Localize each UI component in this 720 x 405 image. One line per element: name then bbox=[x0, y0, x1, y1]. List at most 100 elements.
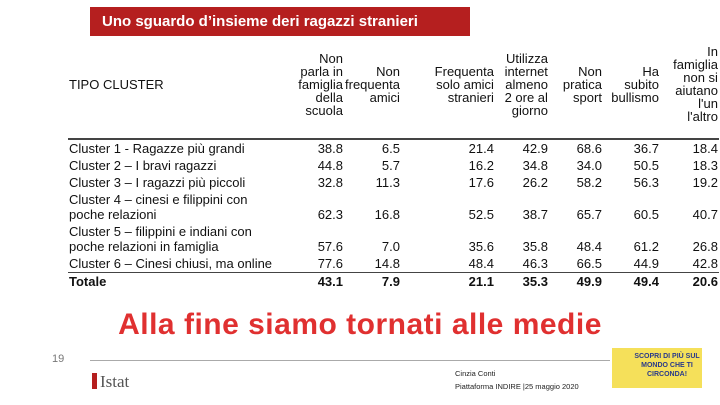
page-number: 19 bbox=[52, 353, 65, 365]
table-cell: 26.8 bbox=[692, 239, 718, 254]
column-header: In famiglia non si aiutano l'un l'altro bbox=[659, 30, 719, 140]
table-cell: 57.6 bbox=[317, 239, 343, 254]
header-line: sport bbox=[573, 89, 602, 105]
column-header: Non parla in famiglia della scuola bbox=[288, 30, 344, 140]
headline: Alla fine siamo tornati alle medie bbox=[118, 308, 602, 341]
rule bbox=[90, 360, 610, 361]
table-cell: 17.6 bbox=[468, 175, 494, 190]
table-cell: 46.3 bbox=[522, 256, 548, 271]
table-cell: 52.5 bbox=[468, 207, 494, 222]
table-cell: 11.3 bbox=[375, 175, 400, 190]
table-cell: 49.4 bbox=[602, 272, 660, 290]
event: Piattaforma INDIRE |25 maggio 2020 bbox=[455, 382, 579, 391]
table-cell: Totale bbox=[68, 272, 288, 290]
table-cell: 34.0 bbox=[576, 158, 602, 173]
table-cell: 38.8 bbox=[317, 141, 343, 156]
header-line: internet bbox=[504, 63, 548, 79]
column-header: TIPO CLUSTER bbox=[68, 30, 288, 140]
table-cell: 42.9 bbox=[522, 141, 548, 156]
badge: SCOPRI DI PIÙ SUL MONDO CHE TI CIRCONDA! bbox=[612, 348, 702, 388]
header-line: subito bbox=[624, 76, 659, 92]
header-line: almeno bbox=[505, 76, 548, 92]
table-cell: 48.4 bbox=[468, 256, 494, 271]
table-row: Cluster 5 – filippini e indiani con poch… bbox=[68, 223, 719, 255]
header-line: della bbox=[315, 89, 343, 105]
table-cell: 35.3 bbox=[494, 272, 549, 290]
table-cell: 34.8 bbox=[522, 158, 548, 173]
column-header: Frequenta solo amici stranieri bbox=[400, 30, 495, 140]
header-line: Non bbox=[376, 63, 400, 79]
table-cell: 14.8 bbox=[374, 256, 400, 271]
header-line: TIPO CLUSTER bbox=[69, 76, 164, 92]
table-row: Cluster 3 – I ragazzi più piccoli 32.8 11.… bbox=[68, 174, 719, 191]
header-line: Ha bbox=[642, 63, 659, 79]
table-cell: 68.6 bbox=[576, 141, 602, 156]
header-line: amici bbox=[369, 89, 400, 105]
table-cell: 16.2 bbox=[468, 158, 494, 173]
table-cell: Cluster 2 – I bravi ragazzi bbox=[69, 158, 217, 173]
table-cell: 77.6 bbox=[317, 256, 343, 271]
table-cell: 44.8 bbox=[317, 158, 343, 173]
table-row: Totale 43.1 7.9 21.1 35.3 49.9 49.4 20.6 bbox=[68, 272, 719, 290]
table-cell: 19.2 bbox=[692, 175, 718, 190]
column-header: Non pratica sport bbox=[548, 30, 603, 140]
header-line: Non bbox=[319, 50, 343, 66]
table-row: Cluster 4 – cinesi e filippini con poche… bbox=[68, 191, 719, 223]
table-cell: 62.3 bbox=[317, 207, 343, 222]
table-cell: 18.4 bbox=[692, 141, 718, 156]
table-cell: Cluster 3 – I ragazzi più piccoli bbox=[69, 175, 246, 190]
table-cell: 7.0 bbox=[381, 239, 400, 254]
header-line: Frequenta bbox=[434, 63, 494, 79]
header-line: scuola bbox=[305, 102, 343, 118]
table-cell: 44.9 bbox=[633, 256, 659, 271]
table-cell: 21.1 bbox=[400, 272, 495, 290]
table-cell: 40.7 bbox=[692, 207, 718, 222]
table-cell: Cluster 1 - Ragazze più grandi bbox=[69, 141, 245, 156]
author: Cinzia Conti bbox=[455, 369, 496, 378]
header-line: In bbox=[707, 44, 718, 59]
header-line: giorno bbox=[511, 102, 548, 118]
header-line: pratica bbox=[562, 76, 602, 92]
table-cell: 26.2 bbox=[522, 175, 548, 190]
table-cell: 21.4 bbox=[468, 141, 494, 156]
table-cell: 6.5 bbox=[381, 141, 400, 156]
table-cell: 36.7 bbox=[633, 141, 659, 156]
table-cell: Cluster 6 – Cinesi chiusi, ma online bbox=[69, 256, 273, 271]
header-line: bullismo bbox=[611, 89, 659, 105]
table-cell: 60.5 bbox=[633, 207, 659, 222]
table-row: Cluster 6 – Cinesi chiusi, ma online 77.6… bbox=[68, 255, 719, 273]
header-line: famiglia bbox=[298, 76, 343, 92]
table-row: Cluster 1 - Ragazze più grandi 38.8 6.5 21.… bbox=[68, 139, 719, 157]
table-cell: 20.6 bbox=[659, 272, 719, 290]
header-line: l'altro bbox=[687, 109, 718, 124]
header-line: stranieri bbox=[447, 89, 494, 105]
header-line: l'un bbox=[698, 96, 718, 111]
header-line: 2 ore al bbox=[504, 89, 548, 105]
table-cell: 38.7 bbox=[522, 207, 548, 222]
table-cell: 16.8 bbox=[374, 207, 400, 222]
table-cell: 58.2 bbox=[576, 175, 602, 190]
table-cell: 56.3 bbox=[633, 175, 659, 190]
table: TIPO CLUSTER Non parla in famiglia della scuo… bbox=[68, 30, 719, 290]
header-line: famiglia bbox=[673, 57, 718, 72]
table-cell: 18.3 bbox=[692, 158, 718, 173]
table-cell: 43.1 bbox=[288, 272, 344, 290]
header-line: aiutano bbox=[675, 83, 718, 98]
footer: Cinzia Conti Piattaforma INDIRE |25 maggi… bbox=[455, 367, 579, 393]
table-cell: 50.5 bbox=[633, 158, 659, 173]
table-cell: 32.8 bbox=[317, 175, 343, 190]
table-cell: 65.7 bbox=[576, 207, 602, 222]
table-cell: 35.6 bbox=[468, 239, 494, 254]
column-header: Ha subito bullismo bbox=[602, 30, 660, 140]
header-line: parla in bbox=[300, 63, 343, 79]
logo: Istat bbox=[92, 372, 129, 392]
table-cell: 66.5 bbox=[576, 256, 602, 271]
header-line: solo amici bbox=[436, 76, 494, 92]
column-header: Non frequenta amici bbox=[344, 30, 401, 140]
table-cell: 7.9 bbox=[344, 272, 401, 290]
header-line: non si bbox=[683, 70, 718, 85]
table-cell: 5.7 bbox=[381, 158, 400, 173]
table-cell: 48.4 bbox=[576, 239, 602, 254]
header-line: Non bbox=[578, 63, 602, 79]
